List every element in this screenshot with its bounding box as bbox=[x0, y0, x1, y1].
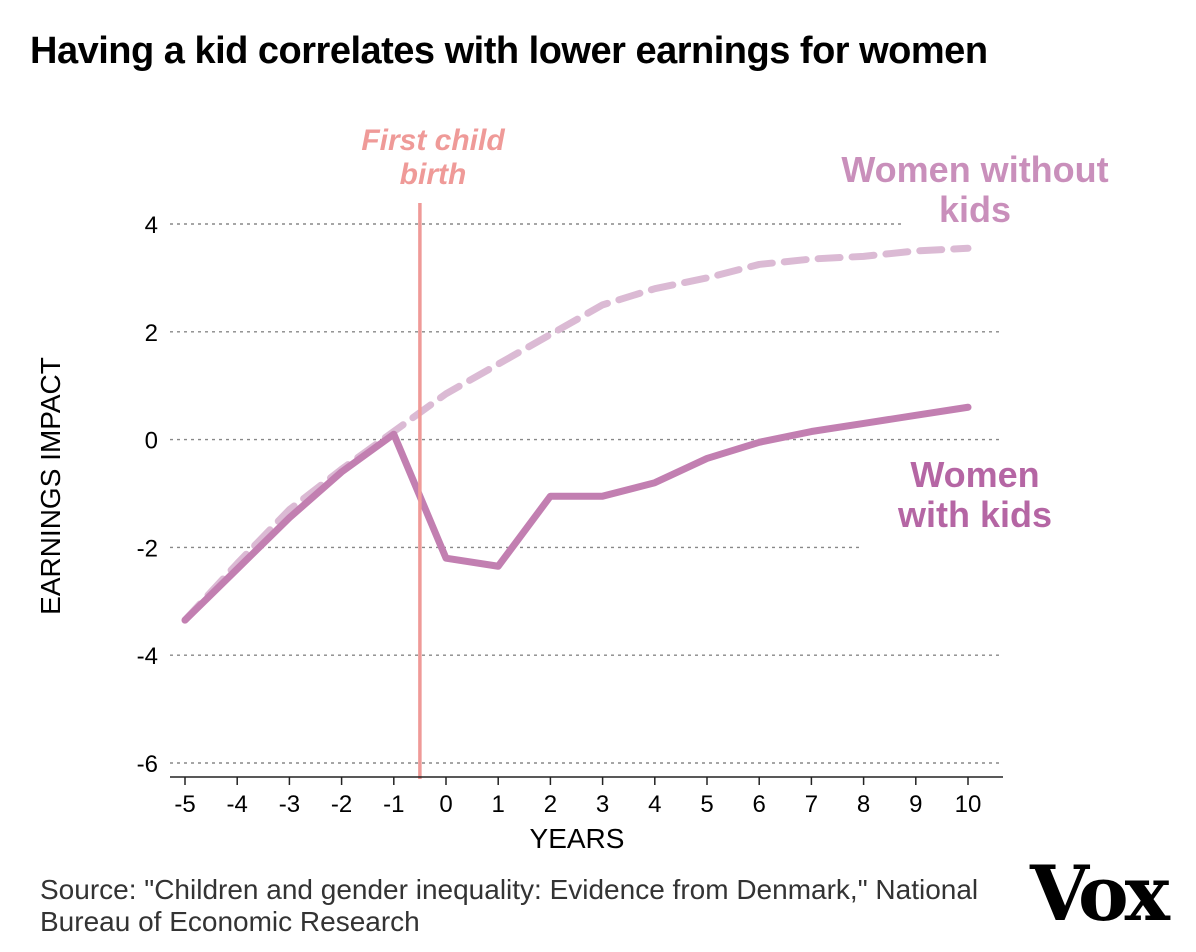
x-tick-label-7: 7 bbox=[805, 791, 818, 818]
y-tick-label--4: -4 bbox=[137, 643, 158, 670]
first-child-birth-label-line-2: birth bbox=[400, 158, 467, 191]
first-child-birth-label-line-1: First child bbox=[361, 124, 505, 157]
x-tick-label--2: -2 bbox=[331, 791, 352, 818]
vox-logo: Vox bbox=[1030, 849, 1170, 938]
series-line-women-with-kids bbox=[181, 403, 972, 624]
x-tick-label--3: -3 bbox=[279, 791, 300, 818]
y-axis-title: EARNINGS IMPACT bbox=[35, 357, 66, 615]
y-tick-label-2: 2 bbox=[145, 320, 158, 347]
tick-labels: -5 -4 -3 -2 -1 0 1 2 3 4 5 6 7 8 9 10 4 2 0 -2 -4 -6 bbox=[137, 212, 982, 818]
chart-title: Having a kid correlates with lower earni… bbox=[30, 30, 988, 72]
x-tick-label-3: 3 bbox=[596, 791, 609, 818]
women-with-kids-label-line-1: Women bbox=[910, 454, 1039, 495]
x-tick-label--1: -1 bbox=[383, 791, 404, 818]
x-tick-label-0: 0 bbox=[439, 791, 452, 818]
x-tick-label-8: 8 bbox=[857, 791, 870, 818]
y-tick-label--6: -6 bbox=[137, 751, 158, 778]
x-tick-label-1: 1 bbox=[492, 791, 505, 818]
y-tick-label--2: -2 bbox=[137, 535, 158, 562]
x-tick-label-9: 9 bbox=[909, 791, 922, 818]
x-tick-label-6: 6 bbox=[753, 791, 766, 818]
women-without-kids-label-line-2: kids bbox=[939, 189, 1011, 230]
line-chart: -5 -4 -3 -2 -1 0 1 2 3 4 5 6 7 8 9 10 4 2 0 -2 -4 -6 EARNINGS… bbox=[35, 124, 1109, 854]
x-tick-label-10: 10 bbox=[955, 791, 982, 818]
women-without-kids-label-line-1: Women without bbox=[841, 149, 1108, 190]
series-lines bbox=[181, 244, 972, 624]
x-tick-label--5: -5 bbox=[174, 791, 195, 818]
y-tick-label-4: 4 bbox=[145, 212, 158, 239]
x-axis-title: YEARS bbox=[530, 823, 625, 854]
x-axis bbox=[170, 776, 1003, 785]
women-with-kids-label-line-2: with kids bbox=[897, 494, 1052, 535]
x-tick-label-4: 4 bbox=[648, 791, 661, 818]
series-line-women-without-kids bbox=[181, 244, 972, 624]
y-tick-label-0: 0 bbox=[145, 428, 158, 455]
source-note: Source: "Children and gender inequality:… bbox=[40, 874, 979, 937]
x-tick-label--4: -4 bbox=[227, 791, 248, 818]
x-tick-label-5: 5 bbox=[700, 791, 713, 818]
x-tick-label-2: 2 bbox=[544, 791, 557, 818]
